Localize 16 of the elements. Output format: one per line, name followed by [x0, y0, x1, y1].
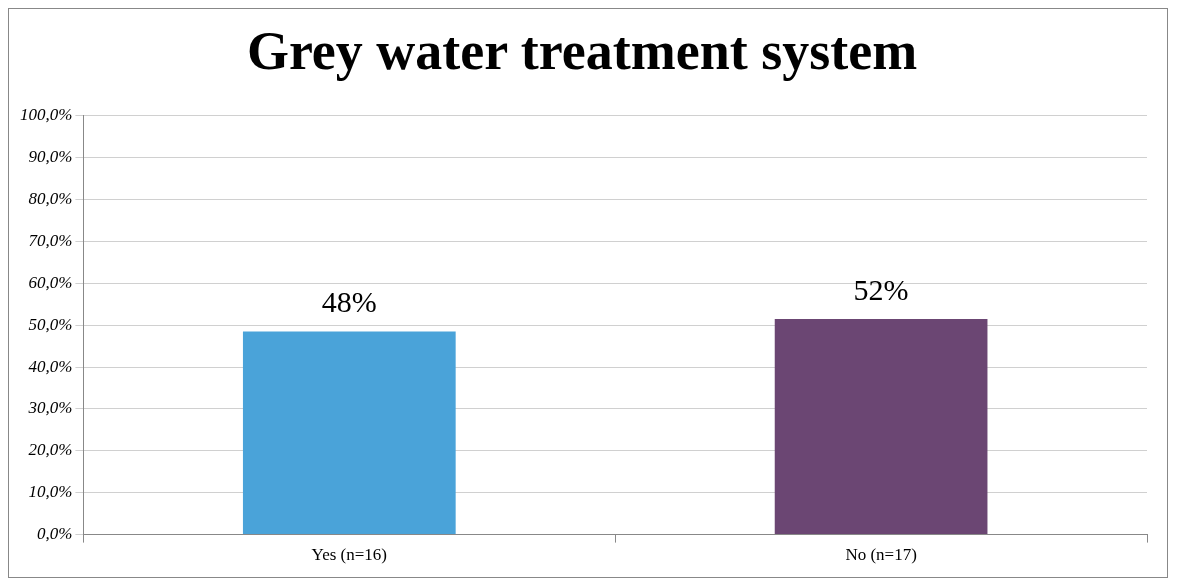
- x-tick-label: Yes (n=16): [311, 545, 388, 565]
- y-tick-label: 60,0%: [28, 272, 73, 292]
- y-tick-label: 80,0%: [28, 189, 73, 209]
- y-tick-label: 0,0%: [36, 524, 73, 544]
- x-tick-label: No (n=17): [845, 545, 917, 565]
- y-tick-label: 70,0%: [28, 230, 73, 250]
- y-tick-label: 20,0%: [28, 440, 73, 460]
- chart-title: Grey water treatment system: [246, 21, 918, 82]
- y-tick-label: 90,0%: [28, 147, 73, 167]
- y-tick-label: 50,0%: [28, 314, 73, 334]
- y-tick-label: 40,0%: [28, 356, 73, 376]
- y-tick-label: 30,0%: [27, 398, 73, 418]
- data-label: 52%: [853, 272, 909, 306]
- y-tick-label: 100,0%: [19, 105, 73, 125]
- y-tick-label: 10,0%: [28, 482, 73, 502]
- data-label: 48%: [321, 285, 377, 319]
